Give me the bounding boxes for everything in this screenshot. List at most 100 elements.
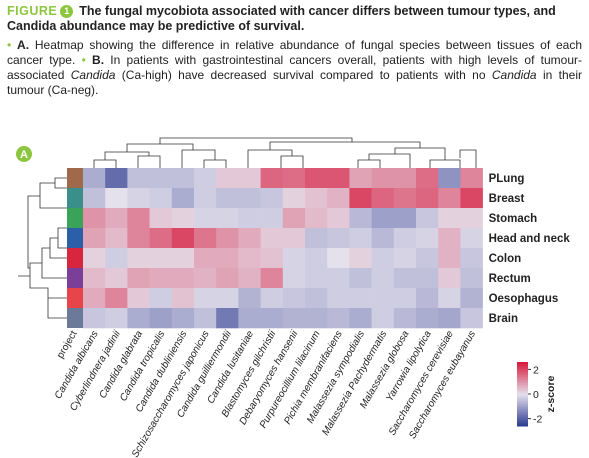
colorbar-step — [517, 392, 528, 395]
heat-cell — [216, 188, 239, 209]
colorbar-step — [517, 419, 528, 422]
heat-cell — [416, 188, 439, 209]
heat-cell — [349, 168, 372, 189]
heat-cell — [393, 268, 417, 289]
heat-cell — [194, 248, 217, 269]
heat-cell — [260, 228, 284, 249]
heat-cell — [305, 208, 328, 229]
colorbar-step — [517, 406, 528, 409]
heat-cell — [194, 208, 217, 229]
heat-cell — [349, 248, 372, 269]
heat-cell — [105, 308, 128, 329]
heat-cell — [460, 288, 483, 309]
colorbar-tick-label: -2 — [533, 414, 542, 426]
colorbar-step — [517, 387, 528, 390]
heat-cell — [171, 308, 195, 329]
heat-cell — [282, 188, 306, 209]
project-cell — [67, 228, 83, 248]
heat-cell — [416, 288, 439, 309]
colorbar-tick-label: 0 — [533, 389, 539, 401]
heat-cell — [371, 228, 395, 249]
heat-cell — [305, 228, 328, 249]
heat-cell — [238, 188, 261, 209]
heat-cell — [393, 248, 417, 269]
heat-cell — [416, 208, 439, 229]
figure-label: FIGURE — [7, 4, 58, 18]
colorbar-tick-label: 2 — [533, 364, 539, 376]
heat-cell — [438, 288, 461, 309]
heat-cell — [127, 188, 150, 209]
heat-cell — [305, 188, 328, 209]
caption-part: Candida — [70, 68, 116, 82]
heat-cell — [149, 268, 173, 289]
colorbar-step — [517, 418, 528, 421]
colorbar-step — [517, 397, 528, 400]
row-label: Stomach — [489, 213, 538, 225]
heat-cell — [83, 288, 106, 309]
colorbar-step — [517, 371, 528, 374]
colorbar-step — [517, 366, 528, 369]
heat-cell — [194, 288, 217, 309]
heat-cell — [416, 308, 439, 329]
project-cell — [67, 308, 83, 328]
heat-cell — [282, 308, 306, 329]
heat-cell — [393, 188, 417, 209]
heat-cell — [282, 248, 306, 269]
heat-cell — [171, 288, 195, 309]
heat-cell — [83, 168, 106, 189]
heat-cell — [238, 248, 261, 269]
colorbar-step — [517, 413, 528, 416]
heat-cell — [171, 188, 195, 209]
heat-cell — [305, 308, 328, 329]
heat-cell — [371, 308, 395, 329]
heat-cell — [194, 268, 217, 289]
heat-cell — [127, 308, 150, 329]
heat-cell — [305, 288, 328, 309]
heat-cell — [416, 168, 439, 189]
heat-cell — [171, 248, 195, 269]
heat-cell — [149, 208, 173, 229]
heat-cell — [83, 228, 106, 249]
heat-cell — [460, 268, 483, 289]
colorbar-step — [517, 422, 528, 425]
heat-cell — [83, 188, 106, 209]
heat-cell — [305, 248, 328, 269]
heat-cell — [393, 208, 417, 229]
colorbar-step — [517, 398, 528, 401]
heat-cell — [393, 168, 417, 189]
panel-badge — [16, 146, 32, 162]
heat-cell — [371, 208, 395, 229]
heat-cell — [305, 268, 328, 289]
row-label: Rectum — [489, 273, 531, 285]
colorbar-step — [517, 386, 528, 389]
heat-cell — [149, 228, 173, 249]
heat-cell — [438, 268, 461, 289]
heat-cell — [238, 308, 261, 329]
panel-label: A — [20, 149, 28, 161]
heat-cell — [83, 268, 106, 289]
heat-cell — [260, 288, 284, 309]
heat-cell — [260, 208, 284, 229]
heat-cell — [105, 248, 128, 269]
heat-cell — [216, 168, 239, 189]
heat-cell — [393, 308, 417, 329]
heat-cell — [238, 268, 261, 289]
heat-cell — [105, 268, 128, 289]
project-cell — [67, 268, 83, 288]
heat-cell — [371, 288, 395, 309]
colorbar-step — [517, 405, 528, 408]
heat-cell — [260, 308, 284, 329]
row-label: Brain — [489, 313, 518, 325]
heat-cell — [327, 188, 350, 209]
project-cell — [67, 168, 83, 188]
caption-part: in their tumour (Ca-neg). — [7, 68, 582, 97]
heat-cell — [127, 228, 150, 249]
heat-cell — [327, 288, 350, 309]
heat-cell — [127, 248, 150, 269]
heat-cell — [305, 168, 328, 189]
heat-cell — [438, 188, 461, 209]
heat-cell — [238, 288, 261, 309]
colorbar-step — [517, 382, 528, 385]
colorbar-step — [517, 394, 528, 397]
